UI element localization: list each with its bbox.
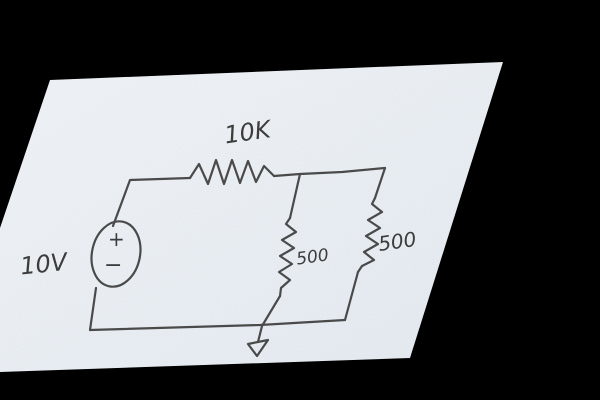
source-value-label: 10V xyxy=(19,248,70,281)
wire-top-right xyxy=(272,166,387,178)
wire-right-upper xyxy=(373,166,387,200)
resistor-500-middle xyxy=(277,216,298,298)
resistor-500-right xyxy=(356,196,384,274)
wire-middle-lower xyxy=(256,294,282,344)
ground-icon xyxy=(246,338,270,358)
middle-resistor-label: 500 xyxy=(295,245,330,269)
right-resistor-label: 500 xyxy=(377,227,418,256)
top-resistor-label: 10K xyxy=(223,115,275,149)
voltage-source-icon xyxy=(90,220,142,288)
wire-right-lower xyxy=(343,270,360,322)
wire-middle-upper xyxy=(288,172,302,220)
wire-source-bottom xyxy=(88,286,98,332)
wire-top-left xyxy=(111,176,192,228)
paper-sheet xyxy=(0,62,503,372)
wire-bottom xyxy=(88,318,347,332)
resistor-10k xyxy=(188,158,276,186)
source-plus-sign: + xyxy=(108,227,125,251)
source-minus-sign: − xyxy=(104,253,122,278)
